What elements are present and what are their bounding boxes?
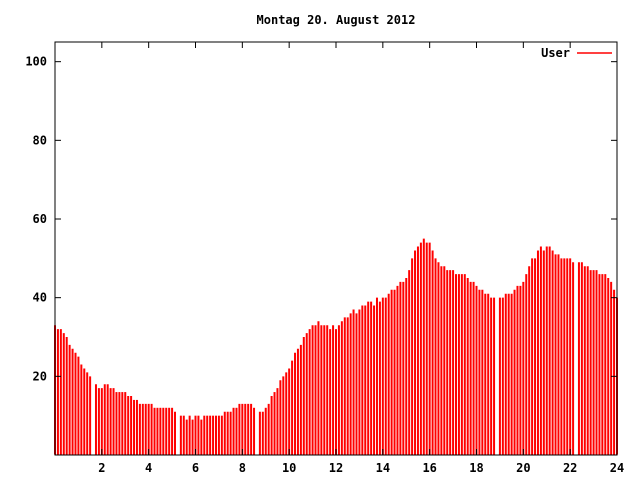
x-tick-label: 4 xyxy=(145,461,152,475)
x-tick-label: 12 xyxy=(329,461,343,475)
x-tick-label: 18 xyxy=(469,461,483,475)
y-tick-label: 20 xyxy=(33,369,47,383)
x-tick-label: 6 xyxy=(192,461,199,475)
y-tick-label: 60 xyxy=(33,212,47,226)
x-tick-label: 20 xyxy=(516,461,530,475)
y-tick-label: 100 xyxy=(25,55,47,69)
legend: User xyxy=(541,46,612,60)
legend-label: User xyxy=(541,46,570,60)
chart-title: Montag 20. August 2012 xyxy=(257,13,416,27)
x-tick-label: 16 xyxy=(422,461,436,475)
bars-layer xyxy=(54,238,618,455)
x-tick-label: 22 xyxy=(563,461,577,475)
x-tick-label: 8 xyxy=(239,461,246,475)
x-tick-label: 10 xyxy=(282,461,296,475)
y-tick-label: 80 xyxy=(33,133,47,147)
y-tick-label: 40 xyxy=(33,291,47,305)
x-tick-label: 2 xyxy=(98,461,105,475)
x-tick-label: 14 xyxy=(376,461,390,475)
x-tick-label: 24 xyxy=(610,461,624,475)
